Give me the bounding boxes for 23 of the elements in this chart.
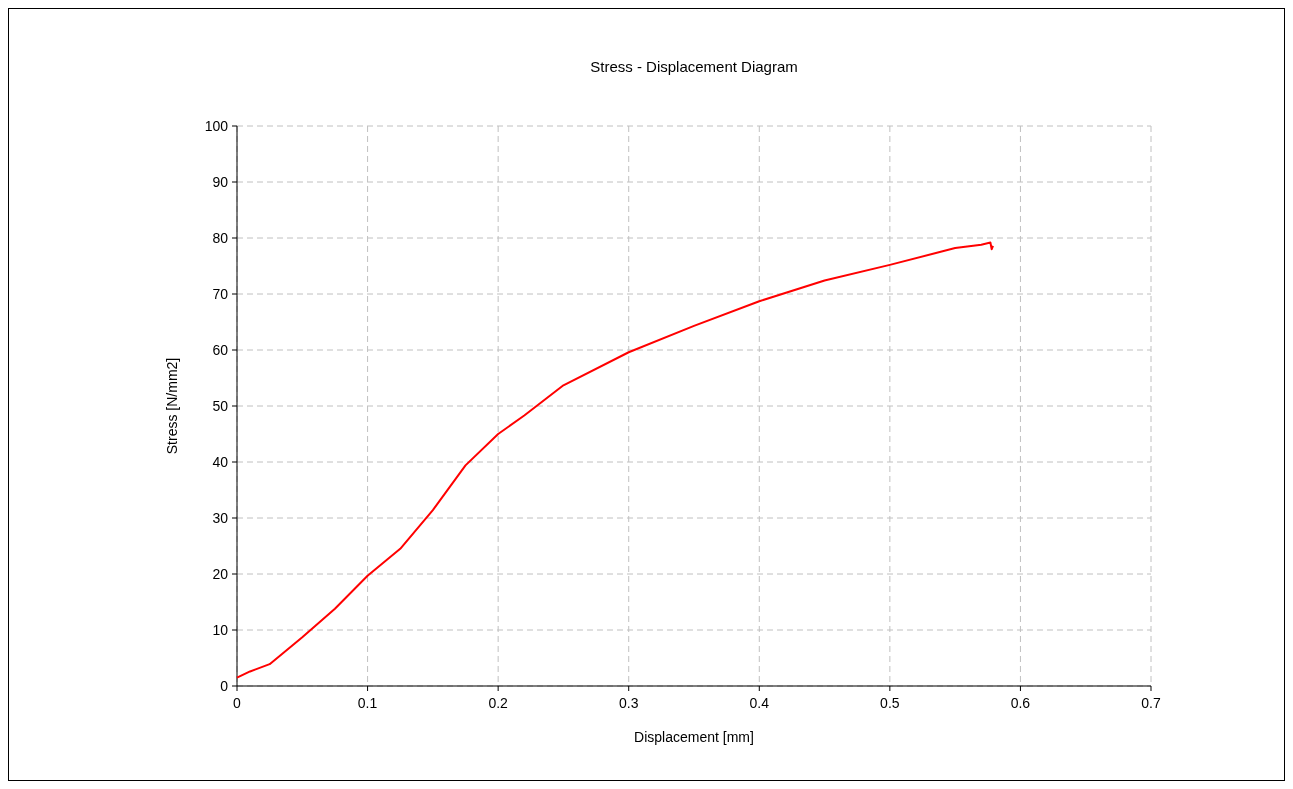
line-series xyxy=(236,241,995,679)
x-tick-label: 0.4 xyxy=(749,695,770,711)
x-tick-label: 0.7 xyxy=(1141,695,1161,711)
y-tick-label: 50 xyxy=(212,398,229,414)
y-tick-label: 60 xyxy=(212,342,229,358)
x-tick-label: 0.5 xyxy=(880,695,900,711)
x-tick-label: 0.2 xyxy=(488,695,509,711)
x-tick-label: 0.3 xyxy=(618,695,639,711)
x-tick-label: 0 xyxy=(233,695,242,711)
y-tick-label: 90 xyxy=(212,174,229,190)
y-tick-label: 70 xyxy=(212,286,229,302)
x-tick-label: 0.6 xyxy=(1010,695,1031,711)
x-tick-label: 0.1 xyxy=(357,695,378,711)
y-tick-label: 80 xyxy=(212,230,229,246)
y-axis-title: Stress [N/mm2] xyxy=(164,357,180,455)
y-tick-label: 30 xyxy=(212,510,229,526)
y-tick-label: 20 xyxy=(212,566,229,582)
x-axis-title: Displacement [mm] xyxy=(634,729,754,745)
y-tick-label: 100 xyxy=(204,118,229,134)
y-tick-label: 10 xyxy=(212,622,229,638)
chart-title: Stress - Displacement Diagram xyxy=(590,58,798,75)
y-tick-label: 0 xyxy=(220,678,229,694)
y-tick-label: 40 xyxy=(212,454,229,470)
